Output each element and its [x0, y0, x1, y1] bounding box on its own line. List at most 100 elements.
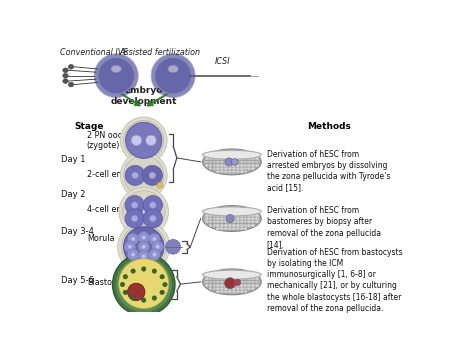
Ellipse shape [115, 256, 173, 313]
Ellipse shape [120, 282, 125, 287]
Ellipse shape [149, 172, 155, 179]
Ellipse shape [168, 65, 178, 72]
Bar [224, 167, 228, 170]
Bar [220, 167, 224, 170]
Bar [251, 217, 255, 220]
Ellipse shape [202, 150, 261, 159]
Bar [220, 281, 224, 284]
Bar [232, 287, 236, 290]
Bar [224, 161, 228, 163]
Ellipse shape [148, 249, 160, 260]
Bar [212, 161, 216, 163]
Bar [244, 151, 247, 154]
Bar [255, 214, 259, 217]
Bar [251, 161, 255, 163]
Bar [224, 170, 228, 173]
Bar [247, 154, 251, 157]
Bar [224, 287, 228, 290]
Ellipse shape [149, 215, 156, 222]
Ellipse shape [131, 215, 138, 222]
Ellipse shape [157, 182, 163, 188]
Bar [232, 290, 236, 293]
Ellipse shape [155, 57, 191, 94]
Bar [220, 220, 224, 223]
Text: Derivation of hESC from
bastomeres by biopsy after
removal of the zona pellucida: Derivation of hESC from bastomeres by bi… [267, 206, 381, 249]
Bar [244, 167, 247, 170]
Bar [244, 158, 247, 160]
Bar [228, 224, 232, 226]
Bar [228, 220, 232, 223]
Text: Conventional IVF: Conventional IVF [60, 48, 128, 57]
Ellipse shape [118, 221, 170, 273]
Bar [232, 227, 236, 230]
Bar [251, 220, 255, 223]
Bar [212, 167, 216, 170]
Bar [247, 211, 251, 214]
Bar [240, 290, 244, 293]
Bar [205, 281, 209, 284]
Bar [247, 274, 251, 277]
Bar [232, 224, 236, 226]
Ellipse shape [126, 122, 162, 159]
Bar [217, 277, 220, 280]
Bar [236, 211, 240, 214]
Bar [244, 154, 247, 157]
Bar [251, 211, 255, 214]
Ellipse shape [63, 68, 68, 73]
Ellipse shape [131, 252, 135, 257]
Ellipse shape [142, 245, 146, 249]
Bar [217, 164, 220, 167]
Bar [217, 224, 220, 226]
Bar [232, 164, 236, 167]
Bar [228, 290, 232, 293]
Bar [244, 277, 247, 280]
Ellipse shape [68, 82, 74, 87]
Bar [212, 154, 216, 157]
Ellipse shape [123, 274, 128, 279]
Bar [217, 217, 220, 220]
Text: Day 3-4: Day 3-4 [61, 228, 94, 237]
Bar [236, 274, 240, 277]
Bar [224, 281, 228, 284]
Bar [224, 227, 228, 230]
Bar [209, 211, 212, 214]
Ellipse shape [142, 254, 146, 258]
Ellipse shape [152, 269, 156, 273]
Bar [220, 290, 224, 293]
Ellipse shape [225, 158, 233, 166]
Ellipse shape [125, 166, 145, 186]
Ellipse shape [202, 207, 261, 216]
Text: Derivation of hESC from
arrested embryos by dissolving
the zona pellucida with T: Derivation of hESC from arrested embryos… [267, 150, 390, 192]
Bar [209, 287, 212, 290]
Bar [244, 214, 247, 217]
Bar [220, 214, 224, 217]
Bar [228, 227, 232, 230]
Bar [240, 211, 244, 214]
Bar [212, 220, 216, 223]
Bar [228, 167, 232, 170]
Bar [255, 164, 259, 167]
Text: 2-cell embryo: 2-cell embryo [87, 169, 143, 178]
Bar [209, 214, 212, 217]
Ellipse shape [138, 232, 150, 243]
Bar [220, 170, 224, 173]
Bar [212, 277, 216, 280]
Bar [244, 224, 247, 226]
Bar [220, 208, 224, 210]
Bar [236, 281, 240, 284]
Bar [244, 161, 247, 163]
Ellipse shape [94, 54, 138, 98]
Ellipse shape [121, 225, 166, 269]
Ellipse shape [152, 237, 156, 241]
Bar [217, 274, 220, 277]
Bar [217, 211, 220, 214]
Bar [232, 217, 236, 220]
Bar [236, 287, 240, 290]
Ellipse shape [202, 149, 261, 175]
Bar [236, 154, 240, 157]
Bar [228, 208, 232, 210]
Bar [217, 220, 220, 223]
Bar [251, 164, 255, 167]
Ellipse shape [152, 252, 156, 257]
Bar [232, 274, 236, 277]
